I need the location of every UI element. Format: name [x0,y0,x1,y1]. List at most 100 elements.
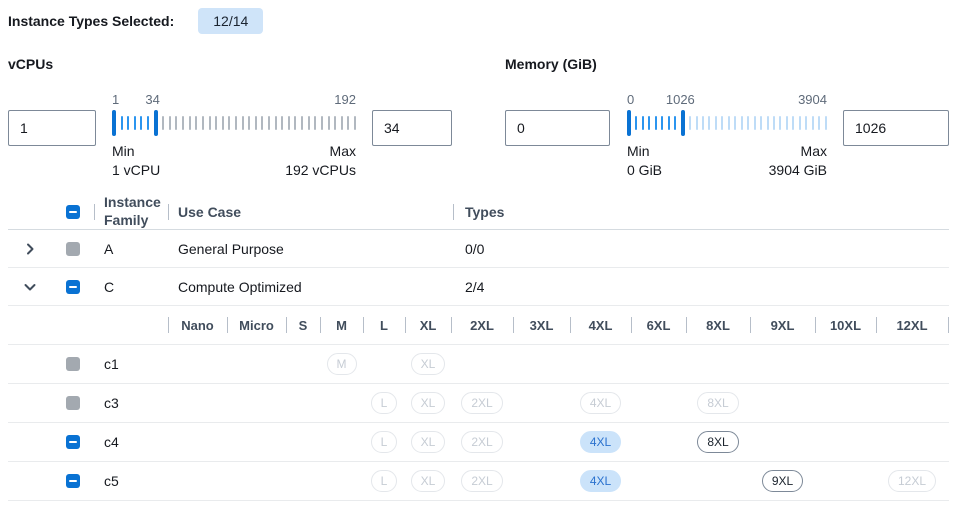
memory-slider-tick [785,116,788,130]
vcpu-slider-tick [268,116,271,130]
size-cell-c1-2xl [451,345,513,383]
vcpu-slider-tick [140,116,143,130]
vcpu-max-input[interactable] [372,110,452,146]
size-header-row: Nano Micro S M L XL 2XL 3XL 4XL 6XL 8XL 9XL 10XL 12XL [8,306,949,345]
vcpu-filter-title: vCPUs [8,56,54,72]
selection-summary: Instance Types Selected: 12/14 [8,8,949,34]
expand-toggle-a[interactable] [22,241,38,257]
size-cell-c1-12xl [876,345,948,383]
memory-slider-tick [805,116,808,130]
trailing-spacer [948,423,949,461]
vcpu-slider-tick [195,116,198,130]
vcpu-slider-tick [168,116,171,130]
vcpu-slider-tick [234,116,237,130]
vcpu-slider-low-handle[interactable] [112,110,116,136]
vcpu-slider-tick [281,116,284,130]
vcpu-min-input[interactable] [8,110,96,146]
size-cell-c5-nano [168,462,227,500]
vcpu-slider-tick [241,116,244,130]
size-cell-c3-8xl: 8XL [686,384,750,422]
instance-name: c5 [104,473,119,489]
memory-max-input[interactable] [843,110,949,146]
size-pill-c4-l: L [370,431,398,453]
size-column-header-3xl: 3XL [513,306,570,344]
memory-min-input[interactable] [505,110,610,146]
size-pill-c5-4xl[interactable]: 4XL [579,470,622,492]
vcpu-slider-track[interactable] [112,110,356,136]
size-cell-c4-micro [227,423,286,461]
size-pill-c5-9xl[interactable]: 9XL [761,470,804,492]
memory-slider-tick [635,116,638,130]
vcpu-slider-tick [182,116,185,130]
memory-max-caption: Max [800,143,827,159]
instance-checkbox-c1 [66,357,80,371]
size-cell-c1-3xl [513,345,570,383]
memory-slider-tick [689,116,692,130]
vcpu-scale-start: 1 [112,92,120,107]
size-cell-c5-12xl: 12XL [876,462,948,500]
size-cell-c1-9xl [750,345,815,383]
expand-toggle-c[interactable] [22,279,38,295]
instance-family-table: Instance Family Use Case Types A General … [8,194,949,501]
size-cell-c1-nano [168,345,227,383]
vcpu-max-value: 192 vCPUs [285,162,356,178]
vcpu-slider-high-handle[interactable] [153,110,158,136]
memory-slider-tick [753,116,756,130]
size-row-c3: c3 L XL 2XL 4XL 8XL [8,384,949,423]
memory-slider-tick [740,116,743,130]
vcpu-slider-tick [314,116,317,130]
family-types-count: 2/4 [465,278,485,295]
spacer [8,423,52,461]
family-checkbox-a [66,241,80,256]
filters-row: vCPUs 1 34 192 Min Max 1 vCPU [8,56,949,178]
size-pill-c3-xl: XL [410,392,446,414]
size-cell-c4-8xl: 8XL [686,423,750,461]
spacer [8,384,52,422]
vcpu-slider-tick [307,116,310,130]
size-cell-c5-xl: XL [405,462,451,500]
size-pill-c4-8xl[interactable]: 8XL [697,431,739,453]
size-cell-c3-3xl [513,384,570,422]
size-cell-c5-2xl: 2XL [451,462,513,500]
size-cell-c5-m [320,462,363,500]
spacer [8,345,52,383]
vcpu-max-caption: Max [329,143,356,159]
size-cell-c1-8xl [686,345,750,383]
memory-slider-tick [760,116,763,130]
size-pill-c5-2xl: 2XL [461,470,503,492]
size-pill-c5-12xl: 12XL [887,470,937,492]
memory-slider-tick [734,116,737,130]
family-checkbox-c[interactable] [66,279,80,294]
vcpu-min-value: 1 vCPU [112,162,161,178]
size-cell-c3-micro [227,384,286,422]
size-pill-c4-4xl[interactable]: 4XL [579,431,622,453]
size-pill-c4-xl: XL [410,431,446,453]
select-all-checkbox[interactable] [66,204,80,219]
instance-checkbox-c4[interactable] [66,435,80,449]
instance-name: c4 [104,434,119,450]
memory-slider-track[interactable] [627,110,827,136]
vcpu-slider-tick [201,116,204,130]
size-column-header-micro: Micro [227,306,286,344]
vcpu-slider-tick [261,116,264,130]
size-pill-c3-4xl: 4XL [579,392,622,414]
memory-slider-tick [824,116,827,130]
size-column-header-l: L [363,306,405,344]
memory-filter: Memory (GiB) 0 1026 3904 Min Max 0 Gi [505,56,949,178]
memory-slider-high-handle[interactable] [680,110,685,136]
memory-slider-low-handle[interactable] [627,110,631,136]
size-cell-c3-10xl [815,384,876,422]
size-cell-c3-m [320,384,363,422]
vcpu-min-caption: Min [112,143,135,159]
size-cell-c5-3xl [513,462,570,500]
instance-checkbox-c5[interactable] [66,474,80,488]
size-cell-c3-xl: XL [405,384,451,422]
memory-slider-tick [818,116,821,130]
chevron-down-icon [24,283,36,290]
vcpu-slider: 1 34 192 Min Max 1 vCPU 192 vCPUs [112,92,356,178]
size-pill-c5-l: L [370,470,398,492]
family-row-c: C Compute Optimized 2/4 [8,268,949,306]
family-name: C [104,278,115,295]
size-cell-c1-s [286,345,320,383]
